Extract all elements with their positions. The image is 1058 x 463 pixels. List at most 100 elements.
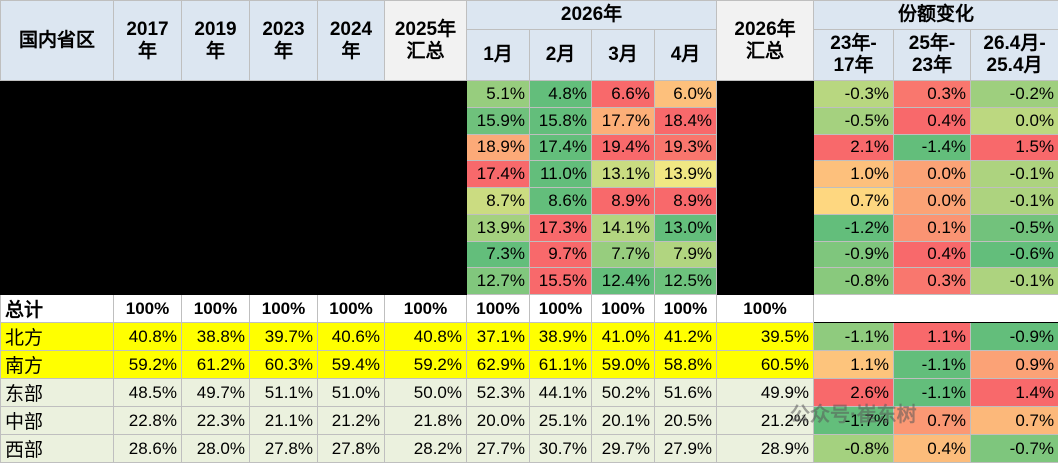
header-line: 25.4月 — [987, 55, 1043, 76]
page: {"header":{"region":"国内省区","annual":[["2… — [0, 0, 1058, 453]
total-share: 100% — [592, 295, 655, 323]
share-change: 0.3% — [894, 81, 971, 108]
region-share: 27.9% — [655, 435, 717, 463]
region-share: 22.8% — [114, 407, 182, 435]
region-share: 28.0% — [182, 435, 250, 463]
header-line: 2026年 — [561, 4, 622, 25]
total-share: 100% — [717, 295, 814, 323]
region-share: 48.5% — [114, 379, 182, 407]
total-share: 100% — [655, 295, 717, 323]
region-share: 40.6% — [318, 323, 385, 351]
share-change: -1.1% — [814, 323, 894, 351]
table-row: 15.9%15.8%17.7%18.4%-0.5%0.4%0.0% — [1, 107, 1058, 134]
share-change: 1.1% — [894, 323, 971, 351]
share-change: -0.3% — [814, 81, 894, 108]
header-cell: 2026年 — [467, 1, 717, 30]
region-share: 60.5% — [717, 351, 814, 379]
month-share: 5.1% — [467, 81, 530, 108]
region-share: 21.1% — [250, 407, 318, 435]
region-share: 27.7% — [467, 435, 530, 463]
share-change: -0.9% — [814, 241, 894, 268]
region-share: 29.7% — [592, 435, 655, 463]
month-share: 13.9% — [655, 161, 717, 188]
month-share: 8.7% — [467, 188, 530, 215]
share-change: 1.5% — [971, 134, 1058, 161]
region-share: 20.0% — [467, 407, 530, 435]
region-share: 20.1% — [592, 407, 655, 435]
region-share: 51.6% — [655, 379, 717, 407]
share-change: -0.9% — [971, 323, 1058, 351]
hidden-cell — [717, 188, 814, 215]
table-row: 18.9%17.4%19.4%19.3%2.1%-1.4%1.5% — [1, 134, 1058, 161]
region-share: 40.8% — [385, 323, 467, 351]
share-change: 0.7% — [971, 407, 1058, 435]
header-line: 2023 — [262, 19, 304, 40]
hidden-cell — [717, 81, 814, 108]
month-share: 6.0% — [655, 81, 717, 108]
share-change: -0.6% — [971, 241, 1058, 268]
header-cell: 国内省区 — [1, 1, 114, 81]
header-line: 2025年 — [395, 19, 456, 40]
table-row: 13.9%17.3%14.1%13.0%-1.2%0.1%-0.5% — [1, 214, 1058, 241]
total-share: 100% — [182, 295, 250, 323]
header-line: 25年- — [909, 33, 955, 54]
region-share: 60.3% — [250, 351, 318, 379]
region-share: 40.8% — [114, 323, 182, 351]
row-label: 北方 — [1, 323, 114, 351]
region-share: 41.2% — [655, 323, 717, 351]
region-share: 59.0% — [592, 351, 655, 379]
share-change: 0.0% — [894, 188, 971, 215]
region-share: 50.0% — [385, 379, 467, 407]
header-line: 1月 — [483, 44, 513, 65]
region-share: 51.0% — [318, 379, 385, 407]
month-share: 7.9% — [655, 241, 717, 268]
total-share: 100% — [530, 295, 592, 323]
region-share: 21.8% — [385, 407, 467, 435]
month-share: 15.9% — [467, 107, 530, 134]
share-change: 0.3% — [894, 268, 971, 295]
header-line: 年 — [138, 41, 157, 62]
region-share: 28.2% — [385, 435, 467, 463]
share-change: -0.8% — [814, 268, 894, 295]
share-change: -0.1% — [971, 161, 1058, 188]
share-change: -1.4% — [894, 134, 971, 161]
total-share: 100% — [318, 295, 385, 323]
watermark: 公众号·崔东树 — [790, 398, 917, 427]
header-cell: 4月 — [655, 30, 717, 81]
month-share: 18.4% — [655, 107, 717, 134]
month-share: 19.4% — [592, 134, 655, 161]
header-line: 国内省区 — [19, 30, 95, 51]
share-change: -0.2% — [971, 81, 1058, 108]
share-change: 1.0% — [814, 161, 894, 188]
hidden-cell — [717, 241, 814, 268]
region-share: 52.3% — [467, 379, 530, 407]
month-share: 13.9% — [467, 214, 530, 241]
hidden-cell — [717, 134, 814, 161]
region-share: 61.1% — [530, 351, 592, 379]
hidden-cell — [717, 107, 814, 134]
row-label: 东部 — [1, 379, 114, 407]
header-line: 2024 — [330, 19, 372, 40]
share-change: 1.4% — [971, 379, 1058, 407]
table-row: 8.7%8.6%8.9%8.9%0.7%0.0%-0.1% — [1, 188, 1058, 215]
header-line: 23年 — [912, 55, 952, 76]
hidden-cell — [717, 214, 814, 241]
header-cell: 份额变化 — [814, 1, 1058, 30]
header-line: 23年- — [830, 33, 876, 54]
region-share: 30.7% — [530, 435, 592, 463]
region-share: 25.1% — [530, 407, 592, 435]
hidden-cell — [1, 107, 467, 134]
header-line: 年 — [274, 41, 293, 62]
hidden-cell — [1, 161, 467, 188]
header-line: 年 — [341, 41, 360, 62]
total-share: 100% — [467, 295, 530, 323]
header-line: 26.4月- — [983, 33, 1045, 54]
share-change: 0.4% — [894, 241, 971, 268]
